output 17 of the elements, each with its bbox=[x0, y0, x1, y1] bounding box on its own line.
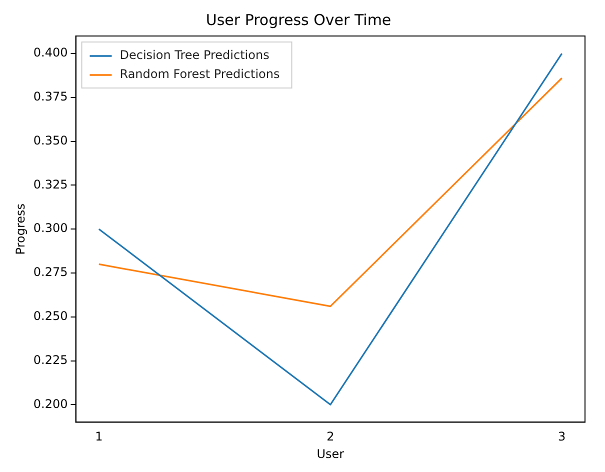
x-tick-label: 1 bbox=[95, 430, 103, 444]
legend-label: Decision Tree Predictions bbox=[120, 48, 270, 62]
y-tick-label: 0.225 bbox=[33, 352, 68, 367]
x-tick-label: 3 bbox=[558, 430, 566, 444]
y-tick-label: 0.325 bbox=[33, 177, 68, 192]
legend-label: Random Forest Predictions bbox=[120, 67, 280, 82]
chart-title: User Progress Over Time bbox=[206, 10, 392, 29]
x-tick-label: 2 bbox=[326, 430, 334, 444]
x-axis-title: User bbox=[316, 446, 344, 461]
y-axis-title: Progress bbox=[13, 203, 28, 255]
y-tick-label: 0.300 bbox=[33, 221, 68, 236]
y-tick-label: 0.350 bbox=[33, 133, 68, 148]
y-tick-label: 0.275 bbox=[33, 265, 68, 280]
y-tick-label: 0.200 bbox=[33, 396, 68, 411]
y-tick-label: 0.400 bbox=[33, 46, 68, 60]
y-tick-label: 0.250 bbox=[33, 309, 68, 323]
y-tick-label: 0.375 bbox=[33, 90, 68, 104]
